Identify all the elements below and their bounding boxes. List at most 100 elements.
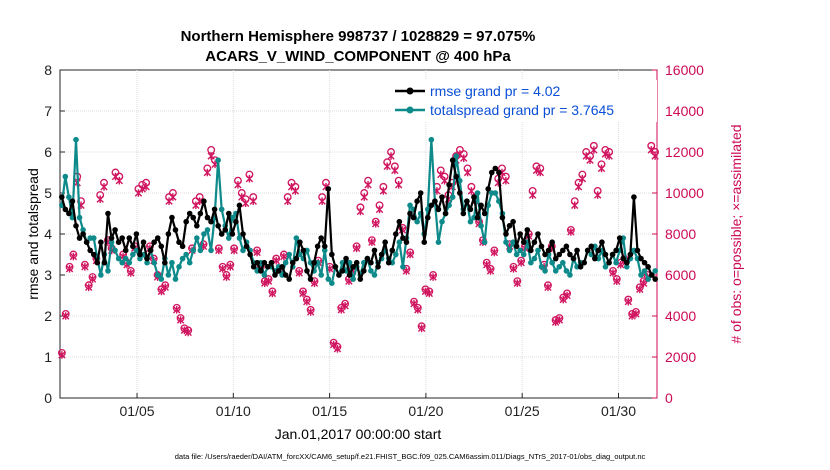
left-y-tick-label: 5 [44,185,52,201]
rmse-point [513,243,520,250]
spread-point [503,239,509,245]
obs-assimilated-point [425,289,433,298]
rmse-point [417,190,424,196]
rmse-point [279,264,285,270]
spread-point [350,276,356,282]
rmse-point [368,259,374,266]
rmse-point [154,235,161,241]
obs-assimilated-point [375,205,384,214]
rmse-point [510,218,516,225]
spread-point [549,259,555,266]
rmse-point [382,239,388,245]
spread-point [76,214,83,221]
spread-point [638,272,644,278]
spread-point [98,272,104,278]
spread-point [449,194,456,200]
x-tick-label: 01/25 [505,403,540,419]
rmse-point [311,259,317,266]
rmse-point [613,247,619,254]
rmse-point [69,198,76,204]
rmse-point [229,231,236,237]
rmse-point [282,272,289,278]
obs-assimilated-point [417,324,426,333]
obs-assimilated-point [218,265,227,273]
rmse-point [364,255,371,262]
rmse-point [58,194,65,200]
left-y-tick-label: 0 [44,390,52,406]
rmse-point [194,223,200,229]
spread-point [467,218,474,225]
obs-assimilated-point [463,168,472,177]
rmse-point [428,202,435,209]
right-y-axis-label: # of obs: o=possible; ×=assimilated [728,124,744,343]
left-y-tick-label: 4 [44,226,52,242]
rmse-point [336,272,342,278]
legend-rmse-label: rmse grand pr = 4.02 [430,83,561,99]
rmse-point [478,202,484,209]
rmse-point [73,223,79,229]
spread-point [652,268,659,274]
rmse-point [343,255,349,262]
chart-title-line1: Northern Hemisphere 998737 / 1028829 = 9… [181,28,536,45]
left-y-axis-label: rmse and totalspread [25,168,41,300]
rmse-point [531,239,538,245]
obs-assimilated-point [161,283,169,292]
spread-point [556,264,563,270]
spread-point [201,231,207,237]
spread-point [133,247,140,254]
spread-point [613,259,619,266]
obs-assimilated-point [138,185,146,193]
rmse-point [225,210,232,217]
spread-point [329,280,335,287]
obs-assimilated-point [513,279,522,287]
right-y-tick-label: 12000 [665,144,704,160]
obs-assimilated-point [195,197,204,205]
rmse-point [446,182,452,188]
rmse-point [105,210,111,217]
obs-assimilated-point [647,146,655,154]
rmse-point [350,264,356,270]
rmse-point [528,247,534,254]
spread-point [492,190,499,196]
rmse-point [492,165,499,172]
rmse-point [130,243,136,250]
rmse-point [645,264,651,270]
spread-point [179,255,186,262]
spread-point [186,259,193,266]
rmse-point [357,276,364,282]
obs-assimilated-point [421,287,430,296]
obs-assimilated-point [593,191,602,199]
obs-assimilated-point [238,193,246,201]
rmse-point [201,198,207,204]
obs-assimilated-point [605,152,613,160]
rmse-point [588,243,595,250]
spread-point [325,276,332,282]
rmse-point [549,239,555,245]
rmse-point [233,218,239,225]
spread-point [641,268,648,274]
spread-point [371,272,378,278]
spread-point [190,247,197,254]
obs-assimilated-point [215,246,223,255]
spread-point [158,276,165,282]
spread-point [151,259,157,266]
legend: rmse grand pr = 4.02 totalspread grand p… [392,80,657,122]
right-y-tick-label: 4000 [665,308,696,324]
rmse-point [112,227,118,233]
spread-point [80,227,86,233]
rmse-point [403,239,410,245]
spread-point [453,153,460,159]
rmse-point [627,251,634,258]
obs-assimilated-point [567,228,575,236]
obs-assimilated-point [536,168,544,177]
obs-assimilated-point [379,187,388,195]
rmse-point [83,239,90,245]
obs-assimilated-point [387,152,395,160]
rmse-point [563,243,570,250]
rmse-point [609,251,616,258]
rmse-point [250,264,257,270]
rmse-point [439,194,445,200]
obs-assimilated-point [226,263,234,271]
rmse-point [179,243,186,250]
rmse-point [144,255,150,262]
